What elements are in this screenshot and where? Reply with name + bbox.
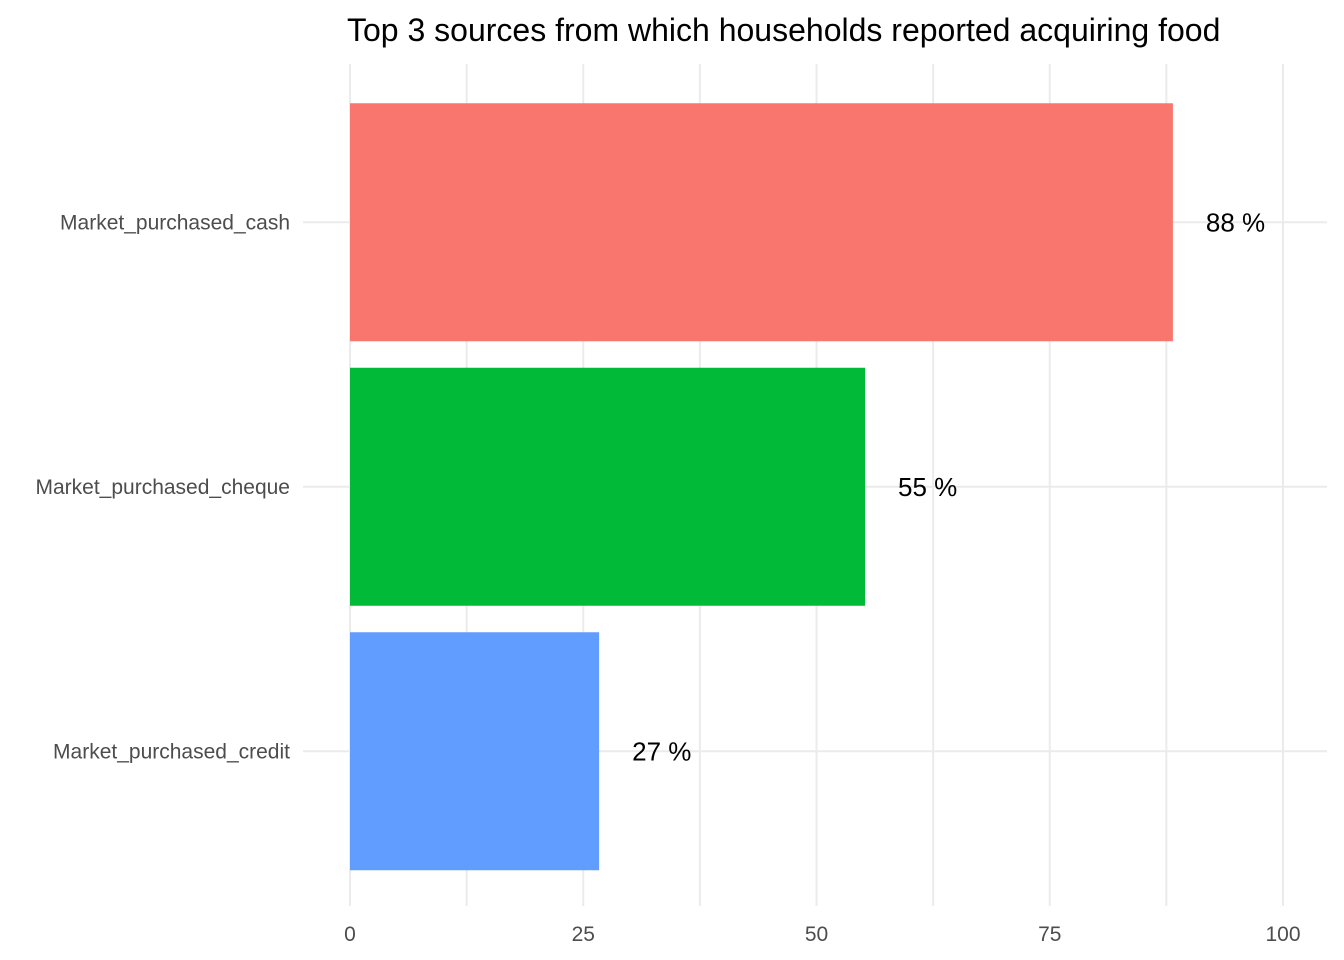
data-label: 88 % (1206, 207, 1265, 237)
bar (350, 103, 1173, 342)
data-label: 55 % (898, 472, 957, 502)
chart-title: Top 3 sources from which households repo… (347, 12, 1220, 48)
x-tick-label: 75 (1038, 923, 1061, 946)
category-label: Market_purchased_credit (53, 740, 290, 763)
x-tick-label: 0 (344, 923, 356, 946)
category-label: Market_purchased_cheque (35, 476, 290, 499)
x-tick-label: 100 (1265, 923, 1300, 946)
bar (350, 367, 866, 606)
bar-layer (350, 103, 1173, 871)
bar (350, 632, 600, 871)
label-layer: 0 25 50 75 100 Market_purchased_cash 88 % Marke… (35, 207, 1300, 946)
data-label: 27 % (632, 736, 691, 766)
x-tick-label: 50 (805, 923, 828, 946)
x-tick-label: 25 (572, 923, 595, 946)
category-label: Market_purchased_cash (60, 211, 290, 234)
